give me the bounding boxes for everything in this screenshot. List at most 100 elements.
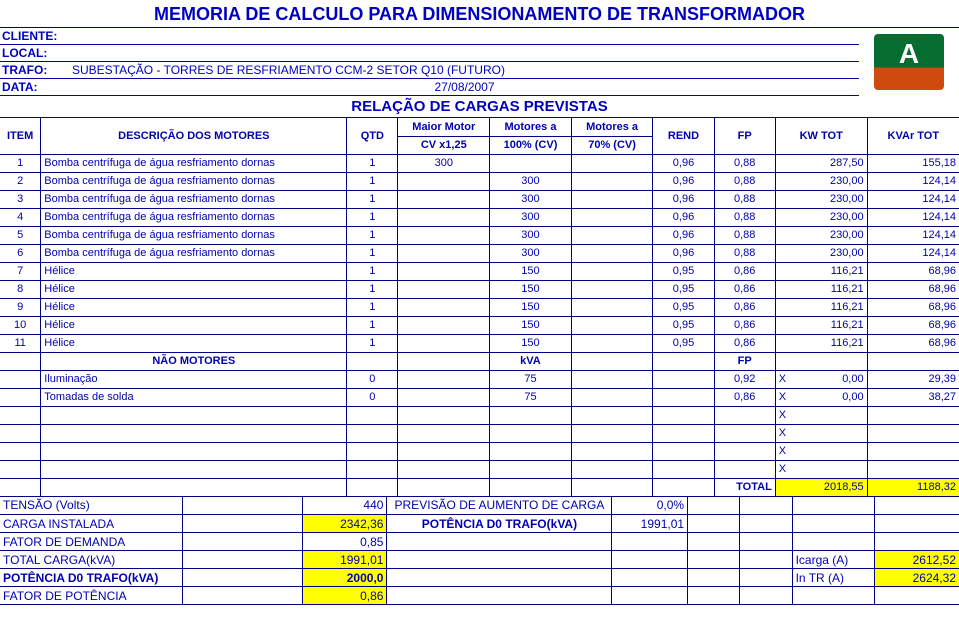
cell-x: X bbox=[775, 442, 867, 460]
table-row-empty: X bbox=[0, 460, 959, 478]
cell-item: 4 bbox=[0, 208, 41, 226]
cell-desc: Tomadas de solda bbox=[41, 388, 347, 406]
cell-mm bbox=[398, 244, 490, 262]
tensao-value: 440 bbox=[303, 497, 387, 515]
cell-kw: 230,00 bbox=[775, 226, 867, 244]
cell-mm bbox=[398, 172, 490, 190]
cell-x: X bbox=[775, 406, 867, 424]
cell-kvar: 124,14 bbox=[867, 172, 959, 190]
cell-kvar: 68,96 bbox=[867, 262, 959, 280]
cell-m70 bbox=[571, 334, 653, 352]
prev-label: PREVISÃO DE AUMENTO DE CARGA bbox=[387, 497, 612, 515]
nm-kva-label: kVA bbox=[490, 352, 572, 370]
date-value: 27/08/2007 bbox=[70, 79, 859, 96]
cell-qtd: 1 bbox=[347, 262, 398, 280]
cell-rend: 0,95 bbox=[653, 316, 714, 334]
col-m100-1: Motores a bbox=[490, 118, 572, 136]
pot-label: POTÊNCIA D0 TRAFO(kVA) bbox=[387, 515, 612, 533]
cell-item: 8 bbox=[0, 280, 41, 298]
intr-value: 2624,32 bbox=[875, 569, 959, 587]
cell-mm bbox=[398, 316, 490, 334]
cell-fp: 0,86 bbox=[714, 280, 775, 298]
logo-cell bbox=[859, 28, 959, 96]
cell-fp: 0,88 bbox=[714, 172, 775, 190]
col-rend: REND bbox=[653, 118, 714, 154]
table-row-empty: X bbox=[0, 406, 959, 424]
totcarga-label: TOTAL CARGA(kVA) bbox=[0, 551, 182, 569]
cell-m70 bbox=[571, 154, 653, 172]
fdem-value: 0,85 bbox=[303, 533, 387, 551]
table-row-empty: X bbox=[0, 424, 959, 442]
cell-kw: 116,21 bbox=[775, 280, 867, 298]
carga-label: CARGA INSTALADA bbox=[0, 515, 182, 533]
cell-item: 10 bbox=[0, 316, 41, 334]
total-kw: 2018,55 bbox=[775, 478, 867, 496]
cell-item: 7 bbox=[0, 262, 41, 280]
motors-table: ITEM DESCRIÇÃO DOS MOTORES QTD Maior Mot… bbox=[0, 118, 959, 497]
total-label: TOTAL bbox=[714, 478, 775, 496]
col-kw: KW TOT bbox=[775, 118, 867, 154]
cell-kvar: 38,27 bbox=[867, 388, 959, 406]
local-label: LOCAL: bbox=[0, 45, 70, 62]
table-row: 3Bomba centrífuga de água resfriamento d… bbox=[0, 190, 959, 208]
cell-kw: 116,21 bbox=[775, 334, 867, 352]
cell-desc: Iluminação bbox=[41, 370, 347, 388]
cell-kw: X0,00 bbox=[775, 388, 867, 406]
cell-m100: 150 bbox=[490, 334, 572, 352]
col-item: ITEM bbox=[0, 118, 41, 154]
cell-qtd: 0 bbox=[347, 370, 398, 388]
cell-desc: Hélice bbox=[41, 262, 347, 280]
cell-kva: 75 bbox=[490, 388, 572, 406]
cell-rend bbox=[653, 388, 714, 406]
cell-kvar: 68,96 bbox=[867, 334, 959, 352]
cell-item: 11 bbox=[0, 334, 41, 352]
cell-rend: 0,96 bbox=[653, 190, 714, 208]
cell-mm: 300 bbox=[398, 154, 490, 172]
table-row: 1Bomba centrífuga de água resfriamento d… bbox=[0, 154, 959, 172]
cell-item: 6 bbox=[0, 244, 41, 262]
trafo-label: TRAFO: bbox=[0, 62, 70, 79]
cell-rend: 0,95 bbox=[653, 280, 714, 298]
icarga-value: 2612,52 bbox=[875, 551, 959, 569]
cell-kvar: 29,39 bbox=[867, 370, 959, 388]
table-row: Iluminação0750,92X0,0029,39 bbox=[0, 370, 959, 388]
cell-rend: 0,96 bbox=[653, 244, 714, 262]
cell-qtd: 1 bbox=[347, 172, 398, 190]
cell-kw: 230,00 bbox=[775, 244, 867, 262]
nm-fp-label: FP bbox=[714, 352, 775, 370]
cell-m70 bbox=[571, 316, 653, 334]
cell-rend: 0,95 bbox=[653, 334, 714, 352]
cell-mm bbox=[398, 280, 490, 298]
cell-kw: 230,00 bbox=[775, 172, 867, 190]
prev-value: 0,0% bbox=[612, 497, 688, 515]
client-value bbox=[70, 28, 859, 45]
cell-kvar: 124,14 bbox=[867, 226, 959, 244]
col-mm-1: Maior Motor bbox=[398, 118, 490, 136]
cell-m100: 300 bbox=[490, 172, 572, 190]
cell-mm bbox=[398, 208, 490, 226]
cell-rend: 0,95 bbox=[653, 298, 714, 316]
table-row: 11Hélice11500,950,86116,2168,96 bbox=[0, 334, 959, 352]
spreadsheet: MEMORIA DE CALCULO PARA DIMENSIONAMENTO … bbox=[0, 0, 959, 605]
table-row: 7Hélice11500,950,86116,2168,96 bbox=[0, 262, 959, 280]
cell-desc: Bomba centrífuga de água resfriamento do… bbox=[41, 154, 347, 172]
cell-desc: Bomba centrífuga de água resfriamento do… bbox=[41, 226, 347, 244]
cell-kw: X0,00 bbox=[775, 370, 867, 388]
cell-m100: 150 bbox=[490, 280, 572, 298]
cell-item: 9 bbox=[0, 298, 41, 316]
total-kvar: 1188,32 bbox=[867, 478, 959, 496]
cell-qtd: 1 bbox=[347, 316, 398, 334]
col-qtd: QTD bbox=[347, 118, 398, 154]
cell-rend: 0,95 bbox=[653, 262, 714, 280]
cell-qtd: 1 bbox=[347, 244, 398, 262]
cell-kvar: 124,14 bbox=[867, 244, 959, 262]
cell-rend: 0,96 bbox=[653, 172, 714, 190]
col-m70-1: Motores a bbox=[571, 118, 653, 136]
cell-desc: Bomba centrífuga de água resfriamento do… bbox=[41, 172, 347, 190]
cell-x: X bbox=[775, 424, 867, 442]
cell-m70 bbox=[571, 298, 653, 316]
table-row: 9Hélice11500,950,86116,2168,96 bbox=[0, 298, 959, 316]
icarga-label: Icarga (A) bbox=[792, 551, 875, 569]
col-m70-2: 70% (CV) bbox=[571, 136, 653, 154]
cell-desc: Bomba centrífuga de água resfriamento do… bbox=[41, 244, 347, 262]
